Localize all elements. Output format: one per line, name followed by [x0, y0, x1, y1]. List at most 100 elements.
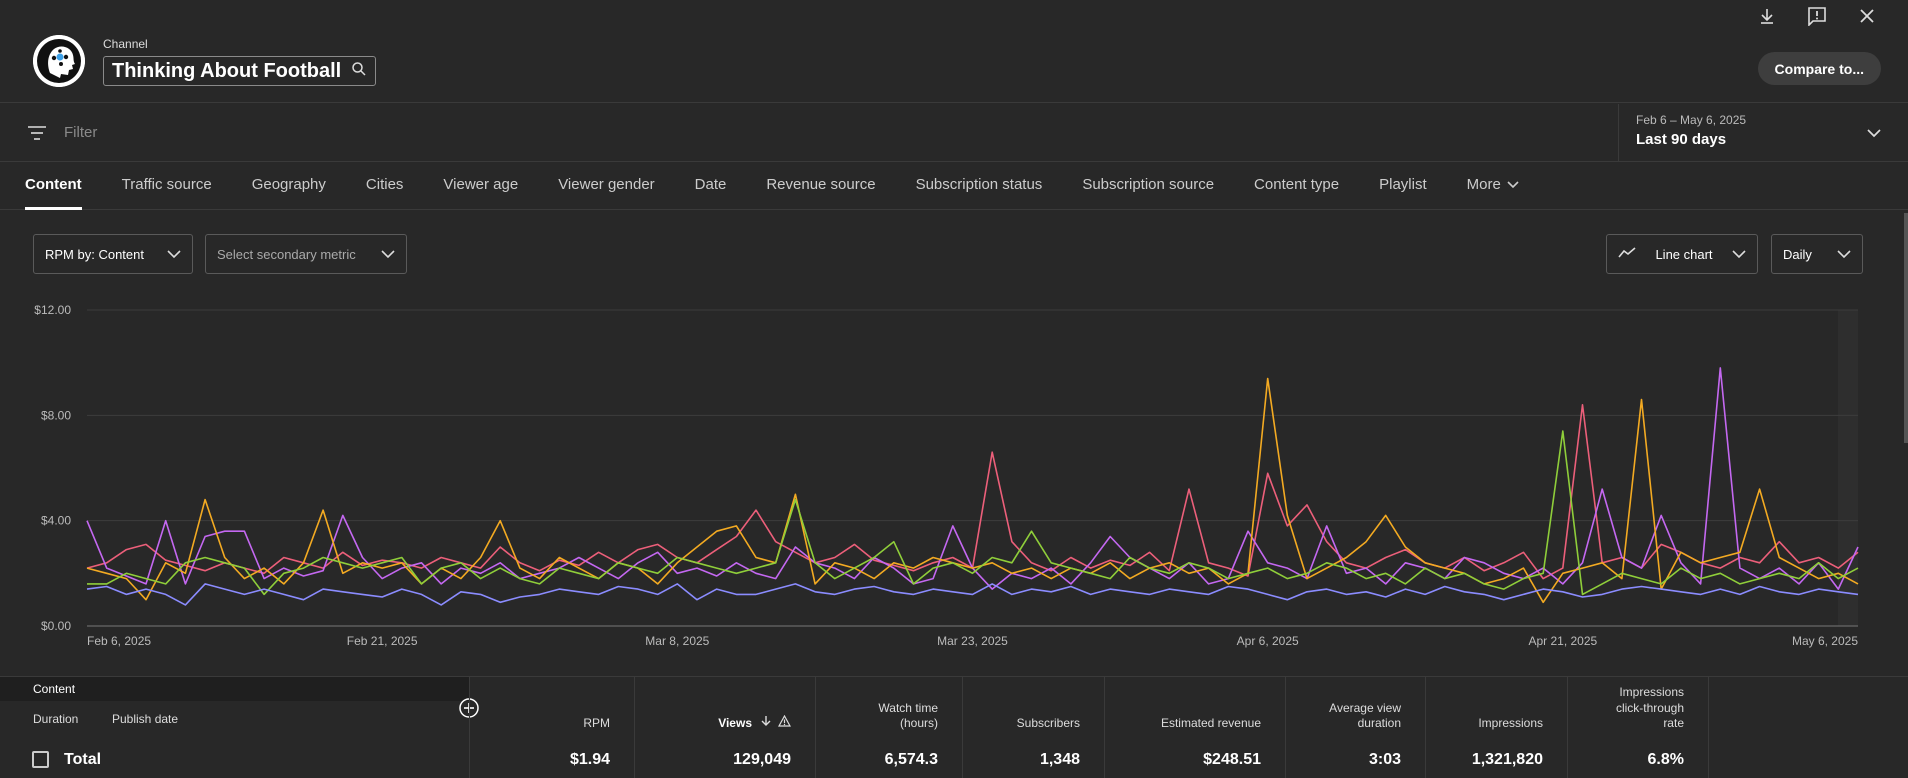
- download-icon[interactable]: [1756, 5, 1778, 27]
- y-tick-label: $12.00: [34, 303, 71, 317]
- date-range-text: Feb 6 – May 6, 2025: [1636, 113, 1747, 127]
- x-tick-label: Feb 6, 2025: [87, 634, 151, 648]
- interval-dropdown[interactable]: Daily: [1771, 234, 1863, 274]
- close-icon[interactable]: [1856, 5, 1878, 27]
- content-subheaders: Duration Publish date: [33, 712, 178, 726]
- table-header: Content Duration Publish date: [0, 676, 1908, 740]
- primary-metric-label: RPM by: Content: [45, 246, 144, 262]
- compare-button[interactable]: Compare to...: [1757, 52, 1881, 85]
- interval-label: Daily: [1783, 246, 1812, 262]
- date-range-picker[interactable]: Feb 6 – May 6, 2025 Last 90 days: [1618, 104, 1908, 162]
- chart-type-label: Line chart: [1655, 246, 1713, 262]
- column-header-label: Views: [718, 716, 752, 731]
- y-tick-label: $8.00: [41, 408, 71, 422]
- column-header-label: RPM: [583, 716, 610, 731]
- total-checkbox[interactable]: [32, 751, 49, 768]
- date-preset: Last 90 days: [1636, 131, 1727, 148]
- series-line-4[interactable]: [86, 583, 1859, 606]
- chevron-down-icon: [1507, 176, 1519, 209]
- content-column-header: Content: [0, 677, 469, 701]
- x-tick-label: Apr 21, 2025: [1528, 634, 1597, 648]
- column-spacer: [1708, 676, 1908, 778]
- y-tick-label: $0.00: [41, 619, 71, 633]
- column-header-subscribers[interactable]: Subscribers: [962, 676, 1104, 778]
- channel-name: Thinking About Football: [112, 59, 342, 82]
- series-line-0[interactable]: [86, 404, 1859, 580]
- filter-icon[interactable]: [27, 125, 47, 146]
- channel-label: Channel: [103, 37, 148, 51]
- total-value: 3:03: [1368, 751, 1401, 768]
- primary-metric-dropdown[interactable]: RPM by: Content: [33, 234, 193, 274]
- y-tick-label: $4.00: [41, 514, 71, 528]
- warning-icon[interactable]: [777, 715, 792, 732]
- chevron-down-icon: [167, 249, 181, 259]
- tab-subscription-status[interactable]: Subscription status: [915, 176, 1043, 193]
- tab-playlist[interactable]: Playlist: [1379, 176, 1427, 193]
- chevron-down-icon: [1867, 125, 1881, 143]
- channel-avatar: [33, 35, 85, 87]
- tab-viewer-age[interactable]: Viewer age: [443, 176, 519, 193]
- column-header-watch-time[interactable]: Watch time (hours): [815, 676, 962, 778]
- total-value: 1,321,820: [1471, 751, 1543, 768]
- chevron-down-icon: [1837, 249, 1851, 259]
- column-header-estimated-revenue[interactable]: Estimated revenue: [1104, 676, 1285, 778]
- duration-header[interactable]: Duration: [33, 712, 79, 726]
- secondary-metric-label: Select secondary metric: [217, 246, 356, 262]
- chart-range-handle[interactable]: [1838, 310, 1858, 626]
- column-header-average-view[interactable]: Average view duration: [1285, 676, 1425, 778]
- total-row: Total $1.94 129,049 6,574.3 1,348 $248.51 3:0…: [0, 740, 1908, 778]
- column-header-label: Impressions click-through rate: [1615, 685, 1684, 731]
- series-line-2[interactable]: [86, 377, 1859, 604]
- chevron-down-icon: [381, 249, 395, 259]
- x-tick-label: Mar 23, 2025: [937, 634, 1008, 648]
- filter-input[interactable]: Filter: [64, 124, 98, 141]
- total-value: 6.8%: [1647, 751, 1684, 768]
- tab-more[interactable]: More: [1467, 163, 1519, 209]
- column-header-label: Watch time (hours): [878, 700, 938, 731]
- filter-bar: Filter Feb 6 – May 6, 2025 Last 90 days: [0, 104, 1908, 162]
- chevron-down-icon: [1732, 249, 1746, 259]
- header: Channel Thinking About Football Compare …: [0, 0, 1908, 103]
- x-tick-label: Apr 6, 2025: [1237, 634, 1299, 648]
- line-chart-icon: [1618, 246, 1636, 262]
- total-value: 6,574.3: [884, 751, 938, 768]
- x-tick-label: May 6, 2025: [1792, 634, 1858, 648]
- page-scrollbar[interactable]: [1904, 213, 1908, 443]
- feedback-icon[interactable]: [1806, 5, 1828, 27]
- tab-cities[interactable]: Cities: [365, 176, 404, 193]
- column-header-label: Subscribers: [1016, 716, 1080, 731]
- column-header-label: Average view duration: [1329, 700, 1401, 731]
- series-line-3[interactable]: [87, 430, 1859, 596]
- secondary-metric-dropdown[interactable]: Select secondary metric: [205, 234, 407, 274]
- column-header-rpm[interactable]: RPM: [469, 676, 634, 778]
- total-value: 1,348: [1039, 751, 1080, 768]
- tab-geography[interactable]: Geography: [251, 176, 326, 193]
- search-icon[interactable]: [351, 61, 367, 82]
- rpm-line-chart: $0.00 $4.00 $8.00 $12.00 Feb 6, 2025 Feb 21, …: [34, 303, 1859, 648]
- column-header-impressions[interactable]: Impressions: [1425, 676, 1567, 778]
- sort-down-icon[interactable]: [760, 715, 772, 732]
- column-header-views[interactable]: Views: [634, 676, 815, 778]
- tab-date[interactable]: Date: [694, 176, 727, 193]
- tab-content-type[interactable]: Content type: [1254, 176, 1340, 193]
- tab-viewer-gender[interactable]: Viewer gender: [558, 176, 655, 193]
- total-value: 129,049: [733, 751, 791, 768]
- total-label: Total: [64, 751, 102, 768]
- tab-revenue-source[interactable]: Revenue source: [766, 176, 876, 193]
- tab-subscription-source[interactable]: Subscription source: [1082, 176, 1215, 193]
- channel-selector[interactable]: Thinking About Football: [103, 56, 377, 86]
- x-tick-label: Mar 8, 2025: [645, 634, 709, 648]
- tab-traffic-source[interactable]: Traffic source: [121, 176, 212, 193]
- total-value: $1.94: [569, 751, 610, 768]
- column-header-label: Estimated revenue: [1160, 716, 1261, 731]
- x-tick-label: Feb 21, 2025: [347, 634, 418, 648]
- chart-type-dropdown[interactable]: Line chart: [1606, 234, 1758, 274]
- column-header-label: Impressions: [1478, 716, 1543, 731]
- window-actions: [1756, 5, 1878, 27]
- column-header-impressions[interactable]: Impressions click-through rate: [1567, 676, 1708, 778]
- dimension-tabs: Content Traffic source Geography Cities …: [0, 163, 1908, 210]
- tab-content[interactable]: Content: [25, 163, 82, 210]
- total-value: $248.51: [1203, 751, 1261, 768]
- publish-date-header[interactable]: Publish date: [112, 712, 179, 726]
